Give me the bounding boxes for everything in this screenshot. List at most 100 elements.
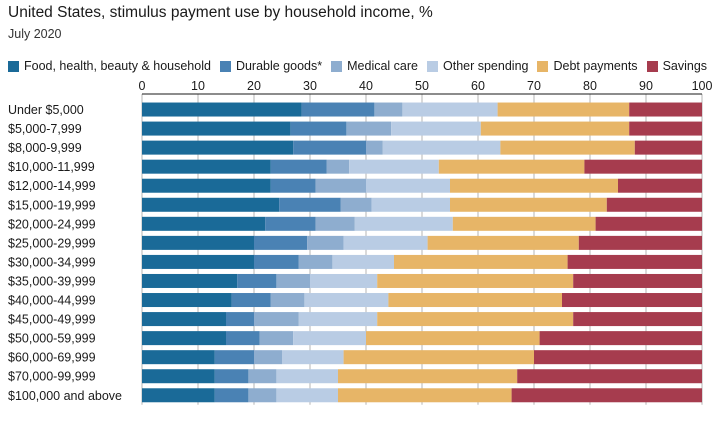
bar-segment xyxy=(270,178,316,193)
bar-segment xyxy=(301,102,375,117)
bar-segment xyxy=(511,388,702,403)
chart-title: United States, stimulus payment use by h… xyxy=(8,4,433,21)
bar-segment xyxy=(374,102,403,117)
bar-segment xyxy=(346,121,392,136)
bar-segment xyxy=(371,197,450,212)
bar-segment xyxy=(377,312,574,327)
legend-item: Savings xyxy=(646,59,708,73)
bar-segment xyxy=(276,388,338,403)
bar-segment xyxy=(248,369,277,384)
bar-segment xyxy=(315,178,366,193)
x-tick-label: 90 xyxy=(639,79,653,93)
legend-swatch xyxy=(646,60,658,72)
chart-legend: Food, health, beauty & household Durable … xyxy=(8,57,707,75)
x-tick-label: 0 xyxy=(139,79,146,93)
bar-segment xyxy=(517,369,702,384)
bar-segment xyxy=(578,235,702,250)
x-tick-label: 70 xyxy=(527,79,541,93)
bar-segment xyxy=(142,235,254,250)
bar-segment xyxy=(497,102,630,117)
bar-segment xyxy=(142,121,291,136)
category-label: $5,000-7,999 xyxy=(8,122,82,136)
x-tick-label: 60 xyxy=(471,79,485,93)
category-label: $8,000-9,999 xyxy=(8,141,82,155)
category-label: $12,000-14,999 xyxy=(8,179,96,193)
category-label: $10,000-11,999 xyxy=(8,160,95,174)
category-label: $40,000-44,999 xyxy=(8,294,96,308)
bar-segment xyxy=(142,216,266,231)
bar-segment xyxy=(142,293,232,308)
bar-segment xyxy=(500,140,635,155)
bar-segment xyxy=(450,178,618,193)
x-tick-label: 80 xyxy=(583,79,597,93)
bar-segment xyxy=(142,273,238,288)
legend-item: Medical care xyxy=(331,59,418,73)
bar-segment xyxy=(282,350,344,365)
bar-segment xyxy=(343,350,534,365)
category-label: $45,000-49,999 xyxy=(8,313,96,327)
legend-swatch xyxy=(219,60,231,72)
bar-segment xyxy=(634,140,702,155)
category-label: $35,000-39,999 xyxy=(8,274,96,288)
bar-segment xyxy=(226,312,254,327)
bar-segment xyxy=(584,159,702,174)
bar-segment xyxy=(142,312,226,327)
category-label: $70,000-99,999 xyxy=(8,370,96,384)
legend-swatch xyxy=(427,60,438,72)
bar-segment xyxy=(276,369,338,384)
bar-segment xyxy=(534,350,702,365)
bar-segment xyxy=(567,254,702,269)
bar-segment xyxy=(402,102,498,117)
bar-segment xyxy=(276,273,310,288)
legend-item: Durable goods* xyxy=(219,59,323,73)
category-label: $50,000-59,999 xyxy=(8,332,96,346)
bar-segment xyxy=(427,235,579,250)
bar-segment xyxy=(340,197,372,212)
bar-segment xyxy=(315,216,355,231)
x-tick-label: 30 xyxy=(303,79,317,93)
bar-segment xyxy=(270,293,305,308)
bar-segment xyxy=(310,273,378,288)
bar-segment xyxy=(343,235,428,250)
bar-segment xyxy=(606,197,702,212)
bar-segment xyxy=(214,369,249,384)
bar-segment xyxy=(382,140,501,155)
bar-segment xyxy=(298,254,333,269)
bar-segment xyxy=(377,273,574,288)
category-label: Under $5,000 xyxy=(8,103,84,117)
category-label: $30,000-34,999 xyxy=(8,255,96,269)
bar-segment xyxy=(142,350,215,365)
bar-segment xyxy=(366,331,540,346)
bar-segment xyxy=(265,216,316,231)
bar-segment xyxy=(298,312,378,327)
x-tick-label: 40 xyxy=(359,79,373,93)
bar-segment xyxy=(595,216,702,231)
bar-segment xyxy=(142,331,226,346)
bar-segment xyxy=(214,388,249,403)
category-label: $60,000-69,999 xyxy=(8,351,96,365)
bar-segment xyxy=(618,178,702,193)
bar-segment xyxy=(629,121,702,136)
bar-segment xyxy=(142,388,215,403)
bar-segment xyxy=(332,254,394,269)
bar-segment xyxy=(259,331,294,346)
legend-item: Debt payments xyxy=(537,59,638,73)
legend-label: Other spending xyxy=(443,59,529,73)
bar-segment xyxy=(254,312,299,327)
legend-label: Medical care xyxy=(347,59,418,73)
bar-segment xyxy=(231,293,271,308)
bar-segment xyxy=(293,331,366,346)
bar-segment xyxy=(142,197,280,212)
bar-segment xyxy=(349,159,439,174)
legend-label: Savings xyxy=(662,59,708,73)
bar-segment xyxy=(254,254,299,269)
legend-swatch xyxy=(537,60,549,72)
bar-segment xyxy=(142,140,294,155)
chart-subtitle: July 2020 xyxy=(8,27,62,41)
legend-label: Durable goods* xyxy=(235,59,323,73)
bar-segment xyxy=(394,254,568,269)
legend-swatch xyxy=(8,60,19,72)
legend-swatch xyxy=(331,60,343,72)
bar-segment xyxy=(354,216,453,231)
bar-segment xyxy=(142,178,271,193)
